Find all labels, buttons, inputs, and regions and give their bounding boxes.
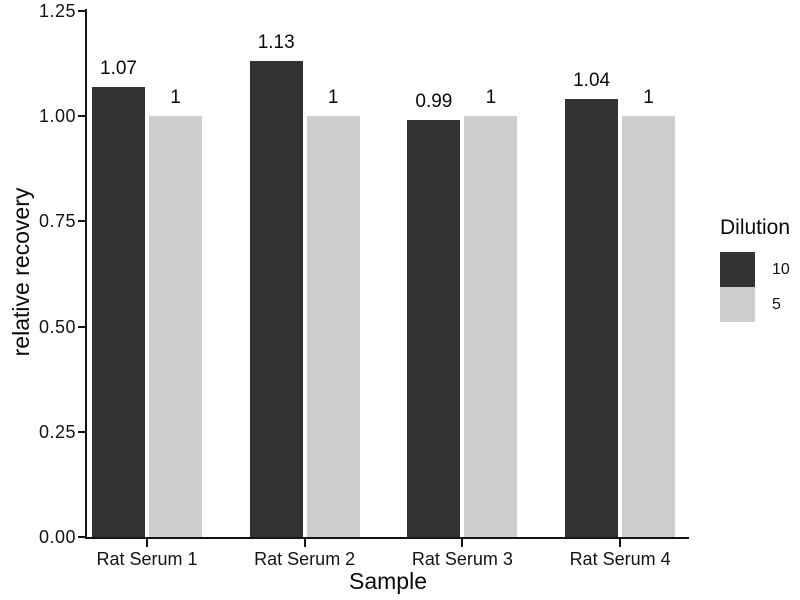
- legend-item-dilution-5: 5: [720, 287, 800, 322]
- legend-item-label: 10: [772, 260, 790, 278]
- legend-item-label: 5: [772, 295, 781, 313]
- y-tick-label: 0.50: [38, 316, 76, 337]
- x-tick-label: Rat Serum 4: [569, 549, 671, 569]
- bar-value-label: 1: [327, 87, 339, 109]
- x-axis-line: [85, 537, 689, 539]
- y-tick-mark: [78, 220, 86, 223]
- legend-swatch-dark-icon: [720, 252, 755, 287]
- legend: Dilution 10 5: [718, 216, 800, 322]
- x-tick-mark: [303, 539, 306, 547]
- y-tick-mark: [78, 536, 86, 538]
- y-tick-label: 0.75: [38, 211, 76, 232]
- y-tick-label: 1.00: [38, 106, 76, 127]
- y-tick-label: 1.25: [38, 1, 76, 21]
- legend-title: Dilution: [720, 216, 791, 239]
- bar-value-label: 1.04: [573, 70, 611, 92]
- legend-item-dilution-10: 10: [720, 252, 800, 287]
- bar-value-label: 1.13: [257, 32, 295, 54]
- bar-dilution-10: [249, 61, 303, 537]
- y-tick-mark: [78, 325, 86, 328]
- bar-dilution-10: [565, 99, 619, 537]
- x-axis-title: Sample: [349, 568, 427, 594]
- y-tick-mark: [78, 115, 86, 118]
- x-tick-mark: [619, 539, 622, 547]
- y-axis-line: [85, 9, 87, 539]
- bar-value-label: 1: [485, 87, 497, 109]
- legend-swatch-light-icon: [720, 287, 755, 322]
- bar-dilution-5: [622, 116, 676, 537]
- x-tick-label: Rat Serum 2: [254, 549, 356, 569]
- bar-value-label: 1: [170, 87, 181, 109]
- bar-value-label: 1.07: [100, 57, 137, 79]
- legend-rows: 10 5: [718, 252, 800, 322]
- bar-dilution-5: [149, 116, 202, 537]
- y-tick-mark: [78, 10, 86, 12]
- bar-value-label: 0.99: [415, 91, 453, 113]
- bar-dilution-10: [92, 86, 145, 537]
- y-tick-label: 0.00: [38, 527, 76, 547]
- bar-dilution-10: [407, 120, 461, 537]
- x-tick-mark: [146, 539, 148, 547]
- bar-value-label: 1: [643, 87, 654, 109]
- bar-dilution-5: [306, 116, 360, 537]
- y-tick-mark: [78, 430, 86, 433]
- x-tick-mark: [461, 539, 464, 547]
- x-tick-label: Rat Serum 3: [411, 549, 513, 569]
- x-tick-label: Rat Serum 1: [96, 549, 198, 569]
- y-tick-label: 0.25: [38, 421, 76, 442]
- bar-dilution-5: [464, 116, 518, 537]
